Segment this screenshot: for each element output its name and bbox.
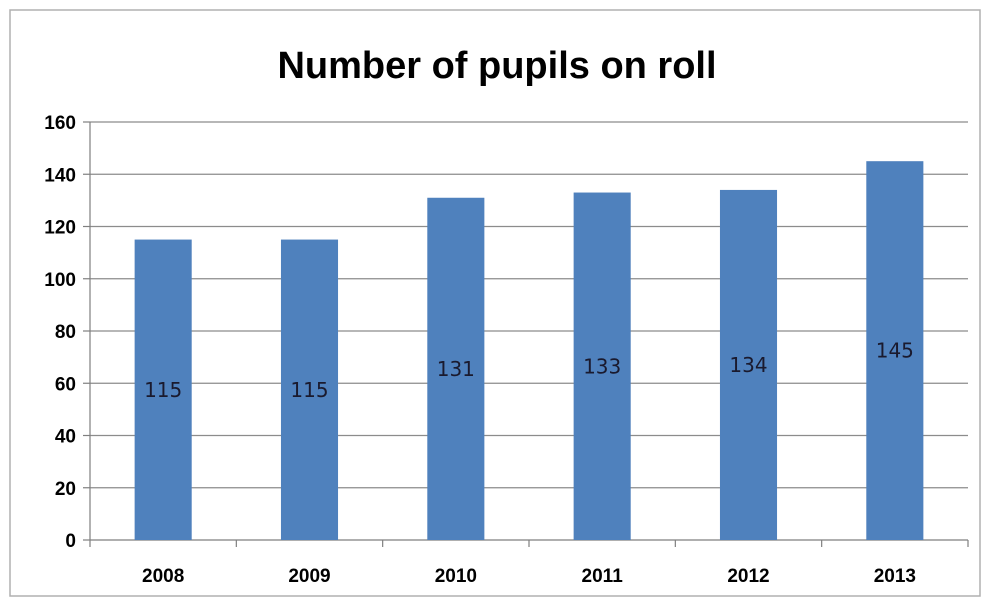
- y-tick-label: 0: [65, 531, 76, 552]
- axes: [83, 121, 969, 547]
- data-label-2013: 145: [876, 339, 914, 363]
- y-tick-label: 120: [44, 218, 76, 239]
- y-tick-label: 40: [55, 427, 76, 448]
- y-tick-label: 160: [44, 113, 76, 134]
- x-tick-label-2008: 2008: [142, 566, 184, 587]
- y-tick-label: 20: [55, 479, 76, 500]
- gridlines: [90, 121, 968, 489]
- data-label-2010: 131: [437, 357, 475, 381]
- x-tick-label-2010: 2010: [435, 566, 477, 587]
- bar-2010: [427, 197, 485, 540]
- x-tick-label-2011: 2011: [582, 566, 624, 587]
- data-label-2011: 133: [583, 354, 621, 378]
- bar-2012: [719, 189, 778, 541]
- bar-2009: [280, 239, 339, 540]
- data-label-2008: 115: [144, 378, 182, 402]
- chart-title: Number of pupils on roll: [277, 45, 716, 87]
- data-label-2012: 134: [729, 353, 767, 377]
- y-tick-label: 60: [55, 374, 76, 395]
- y-tick-label: 100: [44, 270, 76, 291]
- data-label-2009: 115: [290, 378, 328, 402]
- labels: 0 20 40 60 80 100 120 140 160 115 2008 115 2009 131 20…: [44, 113, 916, 587]
- bar-2011: [573, 192, 631, 540]
- bar-2013: [866, 161, 924, 540]
- y-tick-label: 80: [55, 322, 76, 343]
- bar-2008: [134, 239, 192, 540]
- bars: [134, 161, 924, 541]
- x-tick-label-2009: 2009: [288, 566, 330, 587]
- y-tick-label: 140: [44, 165, 76, 186]
- x-tick-label-2012: 2012: [727, 566, 769, 587]
- x-tick-label-2013: 2013: [874, 566, 916, 587]
